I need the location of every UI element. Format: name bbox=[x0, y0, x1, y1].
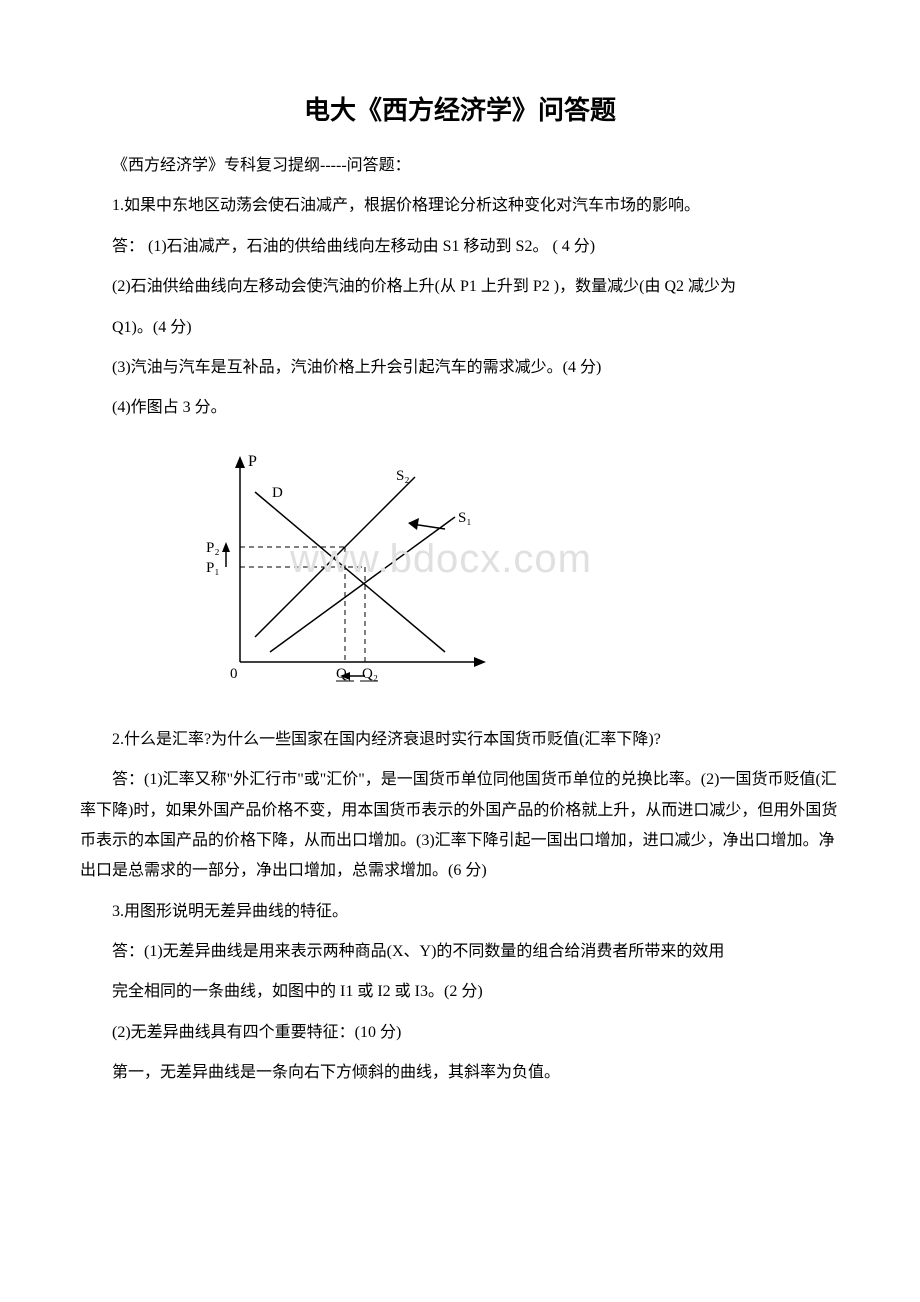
q3-question: 3.用图形说明无差异曲线的特征。 bbox=[80, 897, 840, 927]
q3-a1: 答：(1)无差异曲线是用来表示两种商品(X、Y)的不同数量的组合给消费者所带来的… bbox=[80, 937, 840, 967]
q1-a2: (2)石油供给曲线向左移动会使汽油的价格上升(从 P1 上升到 P2 )，数量减… bbox=[80, 272, 840, 302]
svg-text:Q₂: Q₂ bbox=[362, 666, 378, 682]
svg-text:P₁: P₁ bbox=[206, 560, 220, 576]
q1-question: 1.如果中东地区动荡会使石油减产，根据价格理论分析这种变化对汽车市场的影响。 bbox=[80, 191, 840, 221]
svg-text:D: D bbox=[272, 485, 283, 501]
q1-a4: (4)作图占 3 分。 bbox=[80, 393, 840, 423]
svg-text:P₂: P₂ bbox=[206, 540, 220, 556]
q1-a1: 答： (1)石油减产，石油的供给曲线向左移动由 S1 移动到 S2。 ( 4 分… bbox=[80, 232, 840, 262]
q3-a1b: 完全相同的一条曲线，如图中的 I1 或 I2 或 I3。(2 分) bbox=[80, 977, 840, 1007]
svg-text:S₂: S₂ bbox=[396, 468, 410, 484]
svg-text:Q₁: Q₁ bbox=[336, 666, 352, 682]
q2-question: 2.什么是汇率?为什么一些国家在国内经济衰退时实行本国货币贬值(汇率下降)? bbox=[80, 725, 840, 755]
svg-text:S₁: S₁ bbox=[458, 510, 472, 526]
page-title: 电大《西方经济学》问答题 bbox=[80, 90, 840, 127]
q3-a3: 第一，无差异曲线是一条向右下方倾斜的曲线，其斜率为负值。 bbox=[80, 1058, 840, 1088]
q1-a3: (3)汽油与汽车是互补品，汽油价格上升会引起汽车的需求减少。(4 分) bbox=[80, 353, 840, 383]
svg-text:P: P bbox=[248, 453, 257, 470]
q1-a2b: Q1)。(4 分) bbox=[80, 313, 840, 343]
intro-text: 《西方经济学》专科复习提纲-----问答题： bbox=[80, 151, 840, 181]
supply-demand-diagram: P D S₂ S₁ P₂ P₁ 0 Q₁ Q₂ bbox=[200, 442, 840, 707]
supply-demand-diagram-wrapper: P D S₂ S₁ P₂ P₁ 0 Q₁ Q₂ www.bdocx.com bbox=[80, 442, 840, 707]
q2-answer: 答：(1)汇率又称"外汇行市"或"汇价"，是一国货币单位同他国货币单位的兑换比率… bbox=[80, 765, 840, 887]
q3-a2: (2)无差异曲线具有四个重要特征：(10 分) bbox=[80, 1018, 840, 1048]
svg-text:0: 0 bbox=[230, 666, 238, 682]
